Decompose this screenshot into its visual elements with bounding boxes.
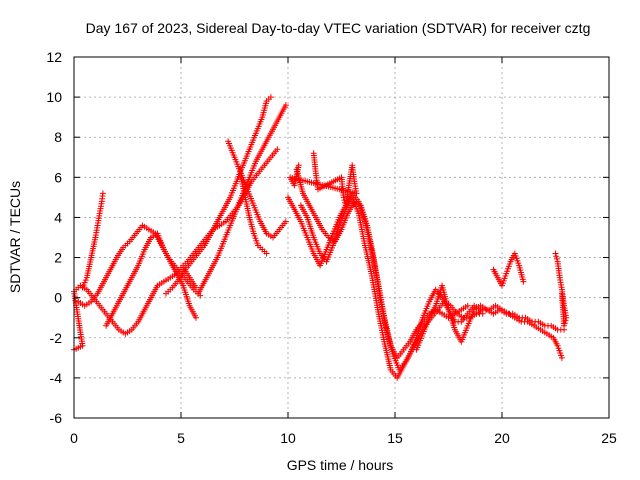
y-tick-label: 6 bbox=[54, 169, 62, 185]
series-trace-e bbox=[163, 94, 274, 297]
series-trace-k bbox=[297, 194, 484, 381]
y-tick-label: -2 bbox=[50, 330, 63, 346]
data-point-marker bbox=[553, 253, 560, 260]
x-tick-label: 0 bbox=[70, 430, 78, 446]
series-trace-g bbox=[178, 146, 281, 271]
data-point-marker bbox=[295, 162, 302, 169]
data-point-marker bbox=[552, 250, 559, 257]
data-point-marker bbox=[282, 102, 289, 109]
data-point-marker bbox=[267, 94, 274, 101]
data-point-marker bbox=[563, 314, 570, 321]
y-tick-label: 2 bbox=[54, 250, 62, 266]
series-trace-h bbox=[225, 138, 289, 241]
data-point-marker bbox=[520, 278, 527, 285]
data-points bbox=[71, 94, 570, 381]
grid bbox=[74, 57, 609, 418]
data-point-marker bbox=[282, 218, 289, 225]
y-tick-label: 10 bbox=[46, 89, 62, 105]
x-axis-label: GPS time / hours bbox=[287, 457, 394, 473]
chart-title: Day 167 of 2023, Sidereal Day-to-day VTE… bbox=[86, 20, 591, 36]
y-tick-label: 4 bbox=[54, 209, 62, 225]
x-tick-label: 10 bbox=[280, 430, 296, 446]
y-tick-label: 8 bbox=[54, 129, 62, 145]
data-point-marker bbox=[263, 250, 270, 257]
series-trace-o bbox=[473, 302, 565, 361]
x-tick-label: 15 bbox=[387, 430, 403, 446]
series-trace-p bbox=[490, 250, 527, 289]
data-point-marker bbox=[340, 194, 347, 201]
y-tick-label: 12 bbox=[46, 49, 62, 65]
series-trace-i bbox=[237, 174, 270, 257]
axis-ticks: -6 -4 -2 0 2 4 6 8 10 12 0 5 10 15 20 25 bbox=[46, 49, 617, 446]
x-tick-label: 5 bbox=[177, 430, 185, 446]
data-point-marker bbox=[558, 290, 565, 297]
series-trace-q bbox=[552, 250, 570, 329]
x-tick-label: 20 bbox=[494, 430, 510, 446]
data-point-marker bbox=[80, 282, 87, 289]
y-tick-label: -4 bbox=[50, 370, 63, 386]
data-point-marker bbox=[81, 279, 88, 286]
data-point-marker bbox=[99, 190, 106, 197]
y-axis-label: SDTVAR / TECUs bbox=[7, 181, 23, 293]
y-tick-label: -6 bbox=[50, 410, 63, 426]
data-point-marker bbox=[82, 277, 89, 284]
plot-frame bbox=[73, 56, 610, 419]
data-point-marker bbox=[79, 284, 86, 291]
data-point-marker bbox=[464, 302, 471, 309]
data-point-marker bbox=[274, 146, 281, 153]
data-point-marker bbox=[558, 354, 565, 361]
series-trace-m bbox=[287, 150, 360, 209]
data-point-marker bbox=[553, 255, 560, 262]
x-tick-label: 25 bbox=[601, 430, 617, 446]
data-point-marker bbox=[192, 314, 199, 321]
y-tick-label: 0 bbox=[54, 290, 62, 306]
series-trace-b bbox=[79, 190, 106, 291]
